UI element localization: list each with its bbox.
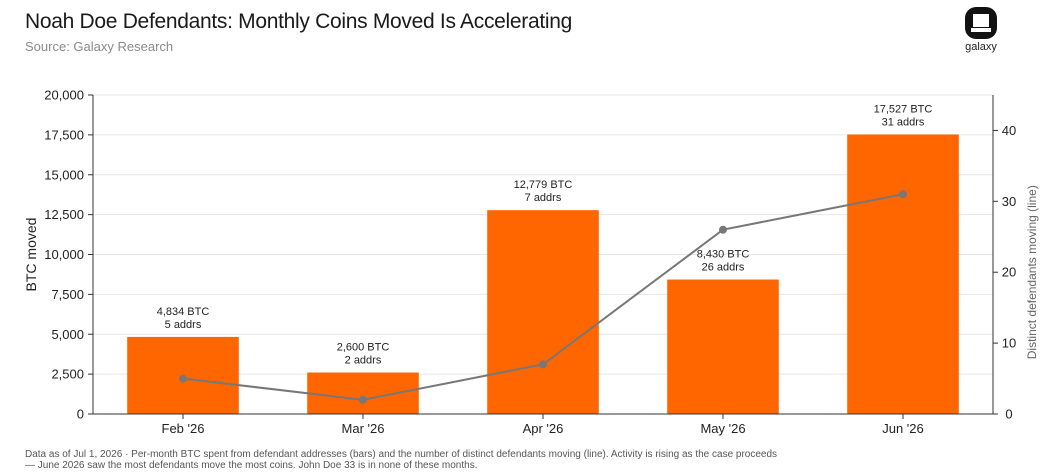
chart-source: Source: Galaxy Research bbox=[25, 39, 174, 54]
bar-label-addrs-3: 26 addrs bbox=[702, 262, 745, 274]
chart-title: Noah Doe Defendants: Monthly Coins Moved… bbox=[25, 10, 573, 33]
right-tick-label-3: 30 bbox=[1002, 194, 1016, 209]
galaxy-logo-text: galaxy bbox=[965, 41, 997, 53]
right-tick-label-2: 20 bbox=[1002, 265, 1016, 280]
left-tick-label-6: 15,000 bbox=[44, 167, 84, 182]
bar-label-addrs-0: 5 addrs bbox=[165, 319, 202, 331]
axes: 0 2,500 5,000 7,500 10,000 12,500 15,000 17,500… bbox=[23, 88, 1039, 437]
y-axis-title: BTC moved bbox=[23, 218, 39, 292]
bar-label-addrs-2: 7 addrs bbox=[525, 192, 562, 204]
footnote-line-1: Data as of Jul 1, 2026 · Per-month BTC s… bbox=[25, 449, 778, 460]
bar-label-btc-2: 12,779 BTC bbox=[514, 179, 573, 191]
x-tick-label-1: Mar '26 bbox=[342, 421, 385, 436]
line-point-4 bbox=[899, 190, 907, 199]
x-tick-label-2: Apr '26 bbox=[523, 421, 564, 436]
left-tick-label-7: 17,500 bbox=[44, 127, 84, 142]
bar-series bbox=[127, 134, 959, 415]
bar-4 bbox=[847, 134, 959, 415]
galaxy-logo-icon bbox=[965, 7, 997, 39]
right-tick-label-1: 10 bbox=[1002, 336, 1016, 351]
left-tick-label-5: 12,500 bbox=[44, 207, 84, 222]
x-tick-label-3: May '26 bbox=[700, 421, 745, 436]
footnote-line-2: — June 2026 saw the most defendants move… bbox=[25, 460, 478, 471]
bar-3 bbox=[667, 279, 779, 414]
line-point-1 bbox=[359, 395, 367, 404]
bar-2 bbox=[487, 210, 599, 414]
bar-label-btc-1: 2,600 BTC bbox=[337, 342, 390, 354]
bar-label-btc-4: 17,527 BTC bbox=[874, 103, 933, 115]
bar-1 bbox=[307, 372, 419, 414]
x-tick-label-4: Jun '26 bbox=[882, 421, 924, 436]
bar-label-addrs-4: 31 addrs bbox=[882, 116, 925, 128]
x-tick-label-0: Feb '26 bbox=[162, 421, 205, 436]
right-tick-label-4: 40 bbox=[1002, 123, 1016, 138]
line-point-3 bbox=[719, 225, 727, 234]
left-tick-label-8: 20,000 bbox=[44, 88, 84, 103]
bar-label-btc-3: 8,430 BTC bbox=[697, 249, 750, 261]
left-tick-label-2: 5,000 bbox=[51, 327, 84, 342]
right-tick-label-0: 0 bbox=[1005, 407, 1012, 422]
left-tick-label-3: 7,500 bbox=[51, 287, 84, 302]
line-series bbox=[179, 190, 907, 404]
footnote: Data as of Jul 1, 2026 · Per-month BTC s… bbox=[25, 449, 1025, 471]
y2-axis-title: Distinct defendants moving (line) bbox=[1025, 185, 1039, 359]
bar-label-btc-0: 4,834 BTC bbox=[157, 306, 210, 318]
left-tick-label-1: 2,500 bbox=[51, 367, 84, 382]
left-tick-label-0: 0 bbox=[77, 407, 84, 422]
bar-label-addrs-1: 2 addrs bbox=[345, 355, 382, 367]
line-point-2 bbox=[539, 360, 547, 369]
line-point-0 bbox=[179, 374, 187, 383]
left-tick-label-4: 10,000 bbox=[44, 247, 84, 262]
